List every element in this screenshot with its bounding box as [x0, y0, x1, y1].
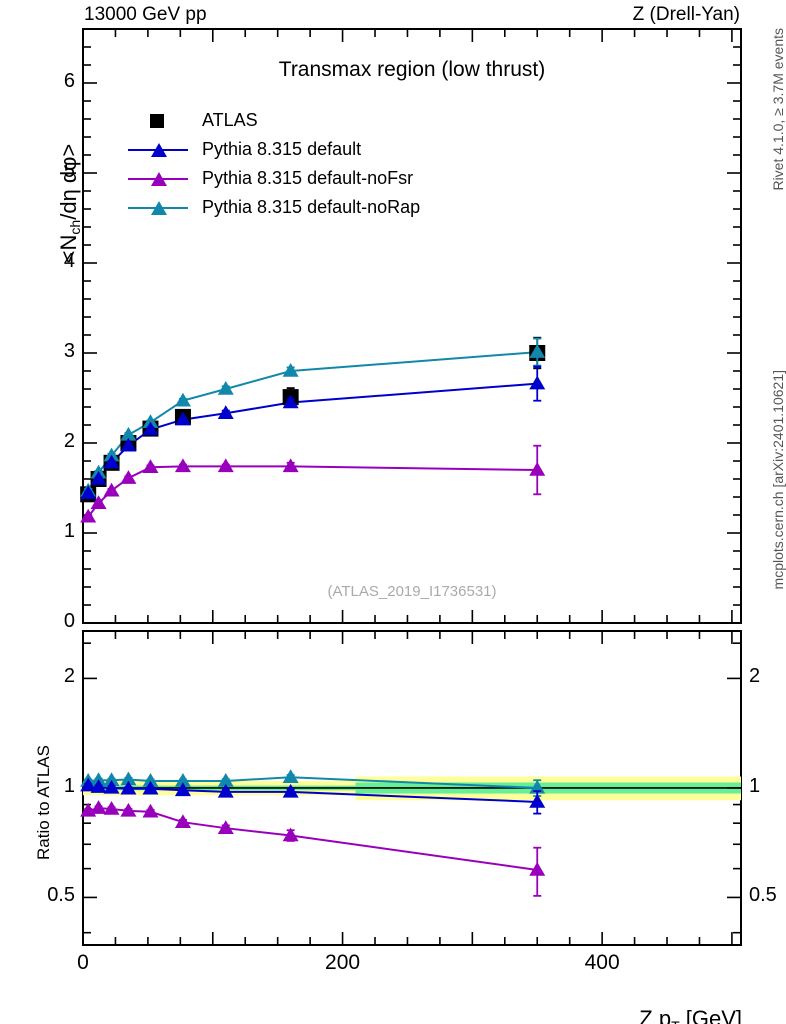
ratio-plot-frame — [82, 630, 742, 946]
x-axis-tick-label: 0 — [77, 951, 89, 974]
y-axis-label-main: <Nch/dη dφ> — [30, 144, 186, 379]
mcplots-caption: mcplots.cern.ch [arXiv:2401.10621] — [770, 370, 786, 589]
y-axis-tick-label: 2 — [63, 430, 75, 452]
y-axis-tick-label: 0 — [63, 610, 75, 632]
y-axis-tick-label-right: 1 — [749, 774, 761, 797]
legend-key-atlas — [128, 111, 188, 131]
legend-item-default[interactable]: Pythia 8.315 default — [128, 135, 420, 164]
rivet-version-text: Rivet 4.1.0, ≥ 3.7M events — [770, 28, 786, 191]
mcplots-text: mcplots.cern.ch [arXiv:2401.10621] — [770, 370, 786, 590]
rivet-version-caption: Rivet 4.1.0, ≥ 3.7M events — [770, 28, 786, 191]
y-axis-tick-label: 0.5 — [47, 884, 75, 907]
y-axis-tick-label: 4 — [63, 250, 75, 272]
legend-label-norap: Pythia 8.315 default-noRap — [202, 197, 421, 217]
y-axis-tick-label: 6 — [63, 70, 75, 92]
y-axis-tick-label: 5 — [63, 160, 75, 182]
legend-label-nofsr: Pythia 8.315 default-noFsr — [202, 168, 414, 188]
triangle-marker-icon — [151, 171, 167, 186]
x-axis-label: Z pT [GeV] — [615, 980, 742, 1024]
square-marker-icon — [150, 113, 164, 128]
legend-item-norap[interactable]: Pythia 8.315 default-noRap — [128, 193, 420, 222]
x-axis-label-sub: T — [671, 1018, 680, 1024]
legend-item-atlas[interactable]: ATLAS — [128, 106, 420, 135]
legend: ATLAS Pythia 8.315 default Pythia 8.315 … — [128, 106, 420, 222]
legend-key-default — [128, 140, 188, 160]
analysis-watermark: (ATLAS_2019_I1736531) — [327, 583, 497, 600]
y-axis-label-ratio: Ratio to ATLAS — [34, 745, 149, 880]
y-axis-tick-label: 1 — [63, 774, 75, 797]
page-title: Transmax region (low thrust) — [278, 58, 546, 81]
header-right-process: Z (Drell-Yan) — [632, 4, 740, 25]
y-axis-label-main-sub: ch — [67, 219, 83, 235]
triangle-marker-icon — [151, 142, 167, 157]
x-axis-tick-label: 200 — [325, 951, 361, 974]
x-axis-tick-label: 400 — [584, 951, 620, 974]
y-axis-tick-label-right: 0.5 — [749, 884, 777, 907]
legend-label-default: Pythia 8.315 default — [202, 139, 362, 159]
main-plot-frame — [82, 28, 742, 624]
y-axis-tick-label: 3 — [63, 340, 75, 362]
x-axis-label-text: Z p — [639, 1006, 672, 1024]
y-axis-tick-label: 2 — [63, 665, 75, 688]
header-left-beam: 13000 GeV pp — [84, 4, 207, 25]
legend-key-norap — [128, 198, 188, 218]
y-axis-label-ratio-text: Ratio to ATLAS — [34, 745, 53, 860]
y-axis-tick-label-right: 2 — [749, 665, 761, 688]
x-axis-label-unit: [GeV] — [679, 1006, 742, 1024]
legend-item-nofsr[interactable]: Pythia 8.315 default-noFsr — [128, 164, 420, 193]
legend-key-nofsr — [128, 169, 188, 189]
triangle-marker-icon — [151, 200, 167, 215]
y-axis-tick-label: 1 — [63, 520, 75, 542]
legend-label-atlas: ATLAS — [202, 110, 258, 130]
